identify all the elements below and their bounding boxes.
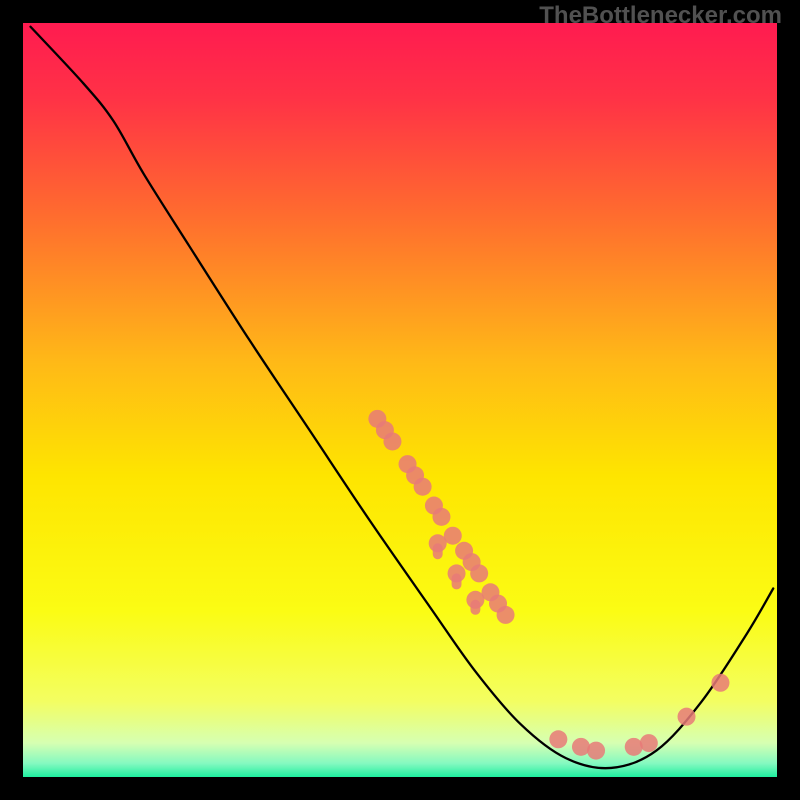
- data-marker: [466, 591, 484, 609]
- data-marker: [587, 742, 605, 760]
- data-marker: [470, 564, 488, 582]
- data-marker: [625, 738, 643, 756]
- data-marker: [549, 730, 567, 748]
- data-marker: [497, 606, 515, 624]
- data-marker: [572, 738, 590, 756]
- plot-area: [23, 23, 777, 777]
- data-marker: [383, 432, 401, 450]
- data-marker: [432, 508, 450, 526]
- data-marker: [711, 674, 729, 692]
- data-marker: [414, 478, 432, 496]
- data-marker: [448, 564, 466, 582]
- data-marker: [678, 708, 696, 726]
- chart-root: TheBottlenecker.com: [0, 0, 800, 800]
- gradient-background: [23, 23, 777, 777]
- watermark-text: TheBottlenecker.com: [539, 2, 782, 30]
- data-marker: [429, 534, 447, 552]
- data-marker: [640, 734, 658, 752]
